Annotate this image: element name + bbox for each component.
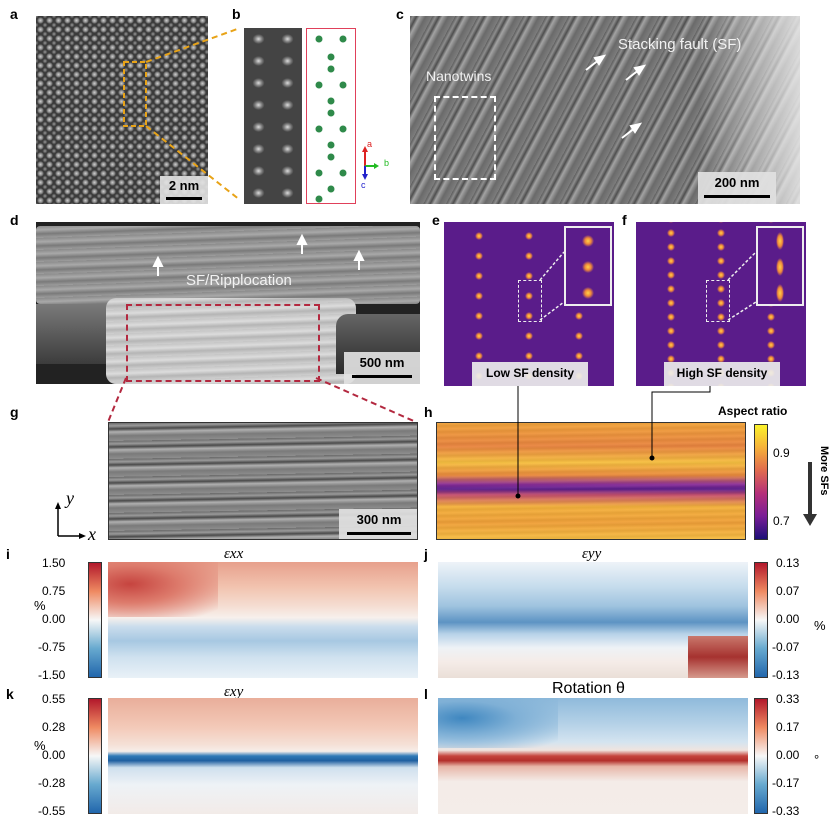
- panel-c-scale-text: 200 nm: [714, 175, 760, 190]
- panel-j-strain-map: [438, 562, 748, 678]
- panel-l-tick-1: 0.17: [776, 720, 800, 734]
- panel-l-tick-4: -0.33: [772, 804, 800, 818]
- panel-label-g: g: [10, 404, 19, 420]
- panel-g-axis-x-label: x: [88, 524, 96, 544]
- panel-e-caption: Low SF density: [472, 362, 588, 386]
- panel-j-unit: %: [814, 618, 826, 633]
- panel-h-colorbar: [754, 424, 768, 540]
- panel-g-scale-text: 300 nm: [356, 512, 402, 527]
- panel-k-tick-4: -0.55: [38, 804, 66, 818]
- panel-label-a: a: [10, 6, 18, 22]
- panel-a-scale-text: 2 nm: [168, 178, 200, 193]
- panel-label-d: d: [10, 212, 19, 228]
- panel-label-f: f: [622, 212, 627, 228]
- panel-i-tick-4: -1.50: [38, 668, 66, 682]
- panel-f-caption: High SF density: [664, 362, 780, 386]
- panel-c-scalebar: 200 nm: [698, 172, 776, 204]
- panel-g-axis-y-label: y: [66, 488, 74, 508]
- panel-f-fft-inset: [756, 226, 804, 306]
- panel-j-tick-1: 0.07: [776, 584, 800, 598]
- panel-i-colorbar: [88, 562, 102, 678]
- panel-e-fft-roi: [518, 280, 542, 322]
- panel-k-colorbar: [88, 698, 102, 814]
- panel-g-afm-image: 300 nm: [108, 422, 418, 540]
- panel-label-i: i: [6, 546, 10, 562]
- panel-h-more-sfs-text: More SFs: [818, 446, 830, 496]
- panel-j-tick-2: 0.00: [776, 612, 800, 626]
- panel-i-strain-map: [108, 562, 418, 678]
- panel-b-atom-dots: [315, 35, 347, 203]
- panel-label-c: c: [396, 6, 404, 22]
- panel-j-tick-3: -0.07: [772, 640, 800, 654]
- panel-k-tick-1: 0.28: [42, 720, 66, 734]
- panel-j-tick-0: 0.13: [776, 556, 800, 570]
- panel-c-tem-image: Nanotwins Stacking fault (SF) 200 nm: [410, 16, 800, 204]
- panel-k-strain-map: [108, 698, 418, 814]
- panel-g-scalebar: 300 nm: [339, 509, 417, 539]
- panel-h-aspect-ratio-map: [436, 422, 746, 540]
- panel-h-tick-0: 0.9: [773, 446, 790, 460]
- panel-i-tick-2: 0.00: [42, 612, 66, 626]
- panel-g-xy-axes: [55, 502, 86, 539]
- panel-label-l: l: [424, 686, 428, 702]
- panel-k-tick-0: 0.55: [42, 692, 66, 706]
- panel-b-axis-a: a: [367, 139, 373, 149]
- panel-a-scalebar: 2 nm: [160, 176, 208, 204]
- panel-d-scalebar: 500 nm: [344, 352, 420, 384]
- panel-l-unit: °: [814, 752, 820, 767]
- panel-e-fft-image: Low SF density: [444, 222, 614, 386]
- panel-c-nanotwins-box: [434, 96, 496, 180]
- panel-l-colorbar: [754, 698, 768, 814]
- panel-h-tick-1: 0.7: [773, 514, 790, 528]
- panel-l-rotation-map: [438, 698, 748, 814]
- panel-l-title: Rotation θ: [552, 680, 625, 697]
- panel-h-colorbar-title: Aspect ratio: [718, 404, 788, 418]
- panel-l-tick-0: 0.33: [776, 692, 800, 706]
- panel-label-k: k: [6, 686, 14, 702]
- panel-i-tick-3: -0.75: [38, 640, 66, 654]
- panel-label-b: b: [232, 6, 241, 22]
- panel-b-atomic-image: [244, 28, 302, 204]
- panel-l-tick-3: -0.17: [772, 776, 800, 790]
- panel-c-nanotwins-text: Nanotwins: [426, 68, 492, 84]
- panel-c-arrows: [585, 54, 647, 139]
- panel-b-axis-b: b: [384, 158, 390, 168]
- panel-b-atomic-model: [306, 28, 356, 204]
- panel-f-fft-image: High SF density: [636, 222, 806, 386]
- panel-i-tick-0: 1.50: [42, 556, 66, 570]
- panel-k-tick-3: -0.28: [38, 776, 66, 790]
- panel-label-j: j: [424, 546, 428, 562]
- panel-j-tick-4: -0.13: [772, 668, 800, 682]
- panel-d-sem-image: SF/Ripplocation 500 nm: [36, 222, 420, 384]
- panel-d-roi-box: [126, 304, 320, 382]
- panel-label-h: h: [424, 404, 433, 420]
- panel-i-title: εxx: [224, 546, 244, 562]
- panel-i-unit: %: [34, 598, 46, 613]
- panel-c-sf-text: Stacking fault (SF): [618, 36, 742, 53]
- panel-k-tick-2: 0.00: [42, 748, 66, 762]
- panel-l-tick-2: 0.00: [776, 748, 800, 762]
- panel-f-fft-roi: [706, 280, 730, 322]
- panel-a-hrtem-image: 2 nm: [36, 16, 208, 204]
- panel-d-scale-text: 500 nm: [359, 355, 405, 370]
- panel-k-unit: %: [34, 738, 46, 753]
- panel-b-axis-c: c: [361, 180, 366, 190]
- panel-d-sf-text: SF/Ripplocation: [186, 272, 292, 289]
- panel-j-colorbar: [754, 562, 768, 678]
- panel-k-title: εxy: [224, 684, 244, 700]
- panel-label-e: e: [432, 212, 440, 228]
- panel-e-fft-inset: [564, 226, 612, 306]
- panel-i-tick-1: 0.75: [42, 584, 66, 598]
- panel-d-arrows: [152, 233, 365, 276]
- panel-b-crystal-axes: [362, 146, 379, 180]
- panel-h-more-sfs-arrow: [803, 462, 817, 526]
- panel-j-title: εyy: [582, 546, 602, 562]
